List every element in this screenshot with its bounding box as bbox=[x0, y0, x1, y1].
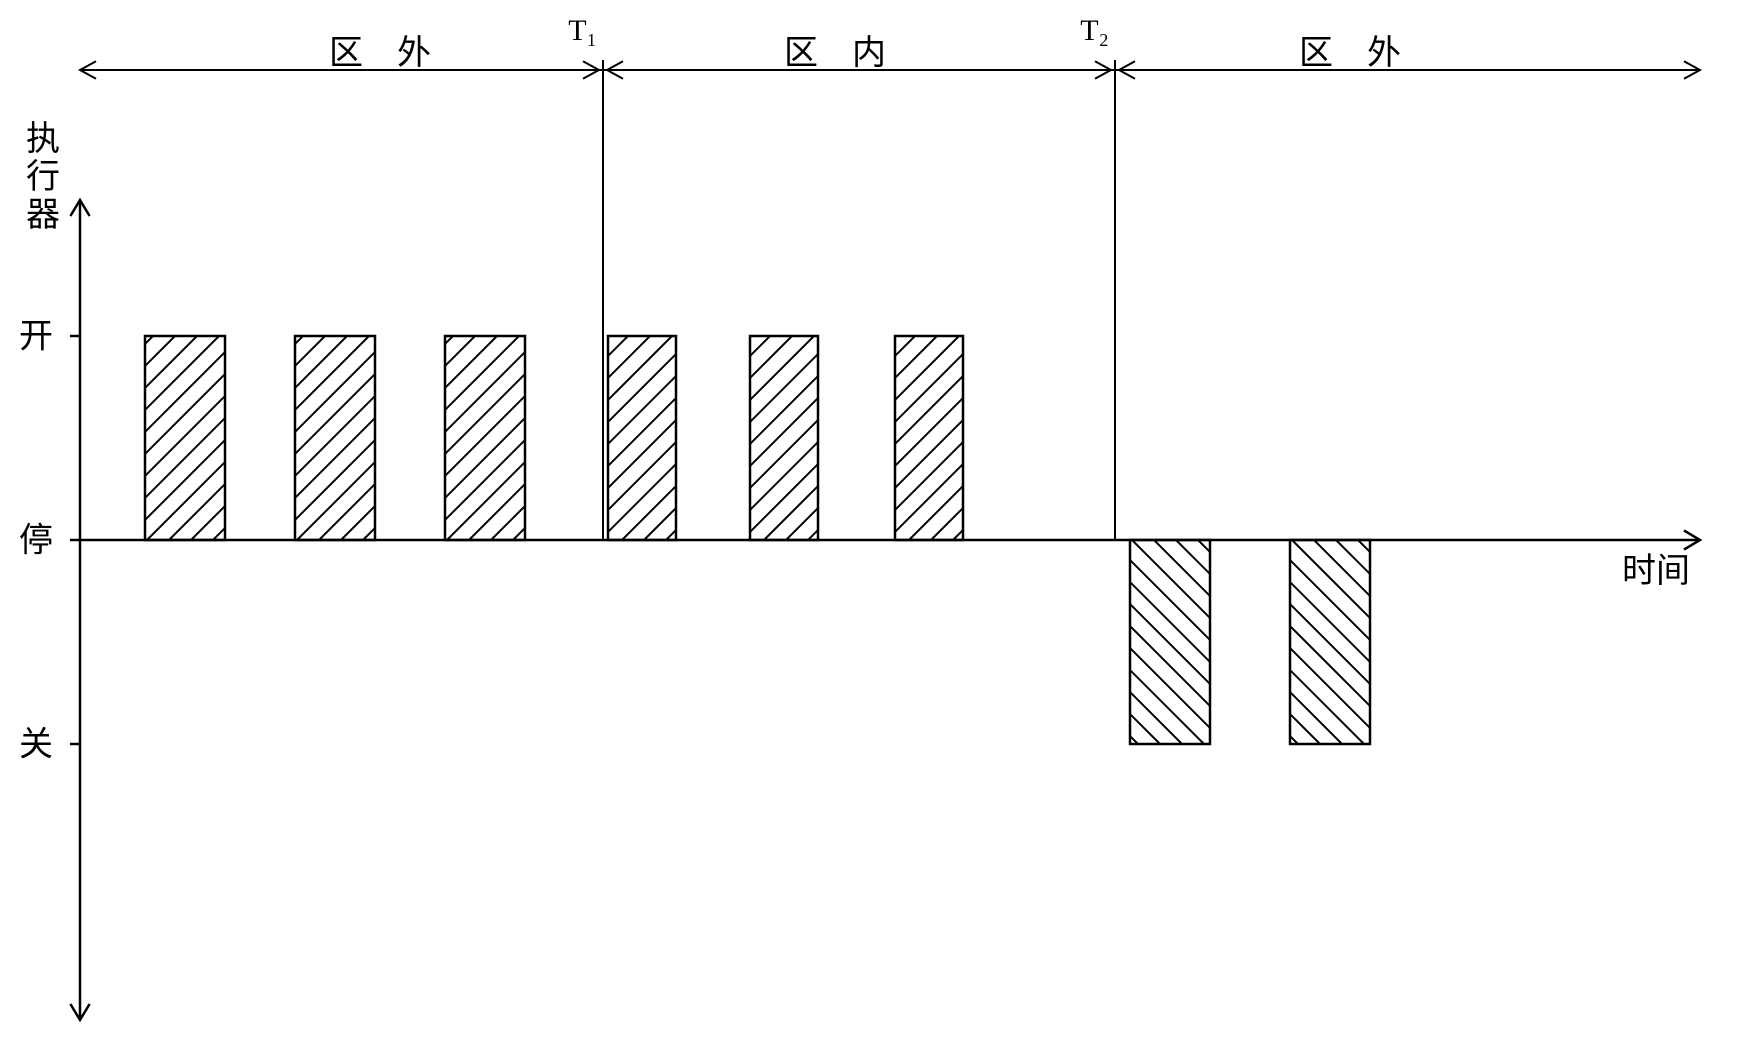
y-tick-label: 关 bbox=[19, 726, 53, 763]
bar-open bbox=[478, 336, 1210, 540]
region-label: 区 内 bbox=[784, 34, 886, 72]
y-axis-label-char: 器 bbox=[26, 197, 60, 234]
y-axis-label-char: 执 bbox=[26, 120, 60, 158]
y-tick-label: 停 bbox=[19, 521, 53, 559]
bar-open bbox=[623, 336, 1355, 540]
actuator-timing-diagram: 执行器开停关 时间 T₁ T₂ 区 外 区 内 区 外 bbox=[0, 0, 1758, 1047]
region-label: 区 外 bbox=[329, 34, 431, 72]
marker-label: T₁ bbox=[568, 14, 597, 47]
y-axis-label-char: 行 bbox=[26, 158, 60, 196]
marker-label: T₂ bbox=[1080, 14, 1109, 47]
x-axis-label: 时间 bbox=[1622, 553, 1690, 590]
bar-close bbox=[846, 540, 1600, 744]
bar-open bbox=[161, 336, 915, 540]
y-tick-label: 开 bbox=[19, 318, 53, 355]
region-label: 区 外 bbox=[1299, 34, 1401, 72]
